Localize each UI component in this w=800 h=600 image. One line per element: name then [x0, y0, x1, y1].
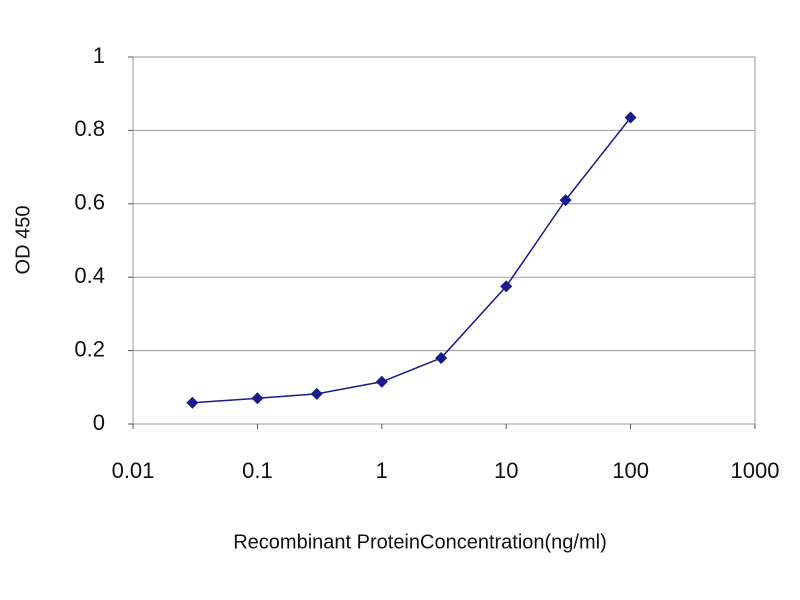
y-tick-label: 0 — [93, 410, 105, 435]
y-axis-label: OD 450 — [12, 206, 34, 275]
x-tick-label: 0.01 — [112, 458, 155, 483]
x-tick-label: 1 — [376, 458, 388, 483]
data-point — [559, 194, 572, 207]
data-point — [375, 375, 388, 388]
x-tick-label: 100 — [612, 458, 649, 483]
data-point — [186, 396, 199, 409]
data-line — [192, 117, 632, 404]
y-tick-label: 0.6 — [74, 190, 105, 215]
data-point — [500, 280, 513, 293]
y-tick-label: 1 — [93, 43, 105, 68]
x-tick-label: 10 — [494, 458, 518, 483]
y-tick-label: 0.8 — [74, 116, 105, 141]
x-axis-label: Recombinant ProteinConcentration(ng/ml) — [233, 531, 607, 553]
plot-area — [132, 56, 756, 425]
data-point — [310, 387, 323, 400]
data-point — [624, 111, 637, 124]
y-tick-label: 0.4 — [74, 263, 105, 288]
data-point — [251, 392, 264, 405]
x-tick-label: 1000 — [731, 458, 780, 483]
y-tick-label: 0.2 — [74, 336, 105, 361]
x-tick-label: 0.1 — [242, 458, 273, 483]
data-point — [435, 351, 448, 364]
